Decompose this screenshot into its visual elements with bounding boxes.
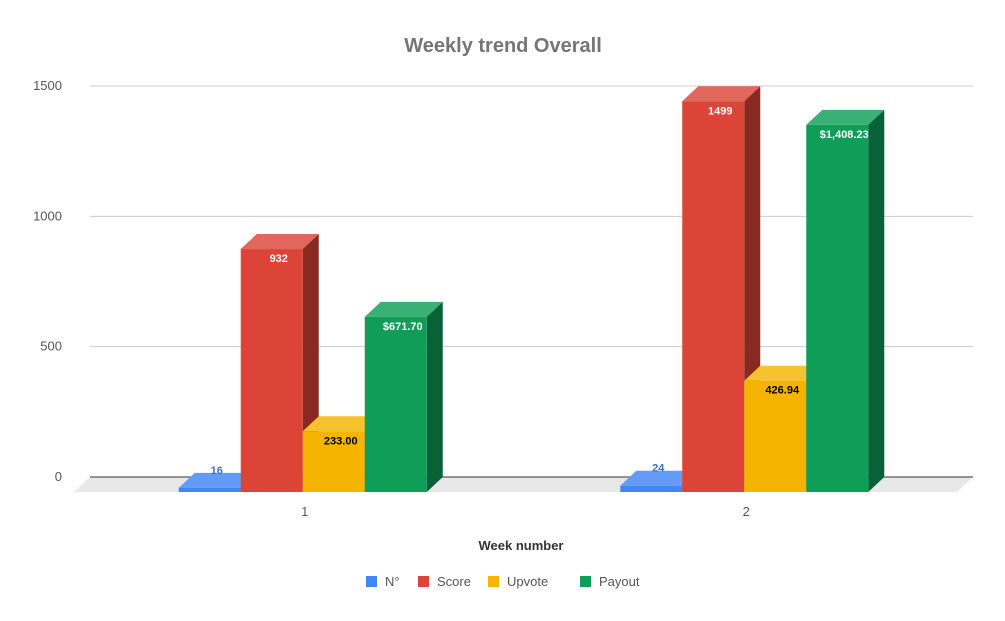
bar-front-face	[620, 485, 683, 492]
bars	[178, 86, 885, 493]
bar-top-face	[744, 365, 823, 381]
bar-side-face	[426, 301, 443, 492]
bar-top-face	[364, 301, 443, 317]
bar-top-face	[620, 470, 699, 486]
data-label: 24	[652, 463, 665, 475]
data-label: $1,408.23	[820, 129, 869, 141]
legend-item: Upvote	[488, 574, 548, 589]
legend-label: Payout	[599, 574, 640, 589]
bar-payout-week-2	[806, 109, 885, 492]
legend-label: Score	[437, 574, 471, 589]
data-label: 426.94	[765, 385, 800, 397]
legend-swatch	[366, 576, 377, 587]
bar-top-face	[302, 416, 381, 432]
legend-label: Upvote	[507, 574, 548, 589]
bar-top-face	[806, 109, 885, 125]
y-tick-label: 1000	[33, 208, 62, 223]
legend-swatch	[488, 576, 499, 587]
legend-item: Score	[418, 574, 471, 589]
y-tick-label: 0	[55, 469, 62, 484]
bar-front-face	[744, 380, 807, 492]
bar-top-face	[178, 472, 257, 488]
bar-front-face	[240, 249, 303, 492]
y-tick-label: 1500	[33, 78, 62, 93]
bar-score-week-2	[682, 86, 761, 492]
legend-item: Payout	[580, 574, 640, 589]
bar-front-face	[806, 124, 869, 492]
data-labels: 16 932 233.00 $671.70 24 1499 426.94 $1,408.23	[211, 105, 869, 477]
data-label: 233.00	[324, 435, 358, 447]
data-label: 1499	[708, 105, 732, 117]
bar-front-face	[682, 101, 745, 492]
bar-front-face	[302, 431, 365, 492]
bar-side-face	[868, 109, 885, 492]
bar-payout-week-1	[364, 301, 443, 492]
legend-swatch	[580, 576, 591, 587]
bar-top-face	[240, 234, 319, 250]
legend-item: N°	[366, 574, 400, 589]
data-label: $671.70	[383, 321, 423, 333]
x-axis-title: Week number	[478, 538, 563, 553]
data-label: 16	[211, 465, 223, 477]
x-tick-label: 2	[743, 504, 750, 519]
legend-label: N°	[385, 574, 400, 589]
data-label: 932	[270, 253, 288, 265]
legend: N° Score Upvote Payout	[366, 574, 640, 589]
bar-top-face	[682, 86, 761, 102]
y-tick-label: 500	[40, 339, 62, 354]
bar-front-face	[178, 487, 241, 492]
chart-title: Weekly trend Overall	[404, 35, 602, 57]
x-tick-label: 1	[301, 504, 308, 519]
bar-front-face	[364, 316, 427, 492]
legend-swatch	[418, 576, 429, 587]
